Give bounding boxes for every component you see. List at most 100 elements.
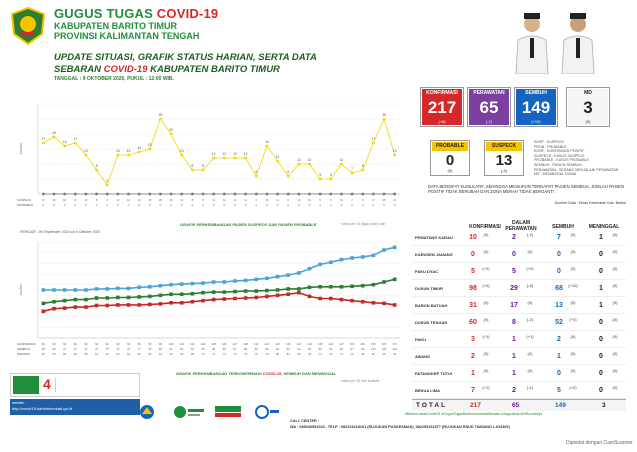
meninggal-value: 0 <box>599 370 603 377</box>
table-value: 0 <box>43 203 45 207</box>
table-value: 63 <box>148 352 152 356</box>
perawatan-change: (-6) <box>526 283 534 288</box>
data-point <box>265 192 269 196</box>
data-point <box>382 192 386 196</box>
data-point <box>297 162 301 166</box>
data-point <box>201 298 205 303</box>
data-source: Sumber Data : Dinas Kesehatan Kab. Barti… <box>554 201 626 205</box>
data-label: 12 <box>233 152 237 156</box>
data-point <box>169 292 173 297</box>
data-label: 12 <box>222 152 226 156</box>
table-value: 62 <box>116 352 120 356</box>
data-label: 12 <box>212 152 216 156</box>
website-link[interactable]: website : http://covid19.baritotimurkab.… <box>10 399 140 415</box>
official-photo-1 <box>515 13 549 74</box>
perawatan-change: (0) <box>527 351 533 356</box>
table-value: 10 <box>340 198 344 202</box>
table-value: 0 <box>53 203 55 207</box>
meninggal-value: 1 <box>599 302 603 309</box>
sembuh-value: 1 <box>557 353 561 360</box>
legend-probable: PROBABLE <box>17 203 33 207</box>
table-value: 93 <box>116 342 120 346</box>
table-value: 58 <box>84 352 88 356</box>
table-value: 25 <box>159 198 163 202</box>
table-value: 62 <box>127 352 131 356</box>
col-konfirmasi: KONFIRMASI <box>469 224 501 230</box>
table-value: 68 <box>361 352 365 356</box>
data-point <box>265 276 269 281</box>
data-point <box>52 135 56 139</box>
table-value: 0 <box>117 203 119 207</box>
bnpb-logo-icon <box>140 405 154 419</box>
chart2-caption: GRAFIK PERKEMBANGAN TERKONFIRMASI COVID-… <box>176 371 337 376</box>
meninggal-value: 1 <box>599 285 603 292</box>
table-value: 0 <box>330 203 332 207</box>
district-name: PAKU DYAC <box>415 269 439 274</box>
data-point <box>94 296 99 300</box>
meninggal-value: 1 <box>599 234 603 241</box>
data-point <box>340 162 343 166</box>
konfirmasi-change: (+2) <box>482 266 490 271</box>
sembuh-value: 0 <box>557 370 561 377</box>
table-value: 25 <box>382 198 386 202</box>
table-value: 73 <box>223 352 227 356</box>
table-value: 96 <box>319 347 323 351</box>
data-label: 10 <box>297 158 301 162</box>
table-value: 0 <box>383 203 385 207</box>
data-point <box>360 255 365 259</box>
data-point <box>159 117 162 121</box>
data-label: 10 <box>340 158 344 162</box>
meninggal-value: 0 <box>599 319 603 326</box>
data-point <box>180 192 184 196</box>
konfirmasi-change: (+1) <box>482 334 490 339</box>
table-value: 50 <box>42 352 46 356</box>
data-label: 3 <box>106 179 108 183</box>
table-value: 12 <box>233 198 237 202</box>
data-point <box>222 192 226 196</box>
district-name: PEMATANG KARAU <box>415 235 453 240</box>
table-value: 85 <box>201 347 205 351</box>
table-value: 64 <box>159 352 163 356</box>
meninggal-change: (0) <box>612 385 618 390</box>
table-value: 100 <box>169 342 174 346</box>
data-point <box>41 141 45 145</box>
table-value: 66 <box>170 352 174 356</box>
table-value: 61 <box>106 352 110 356</box>
meninggal-change: (0) <box>612 300 618 305</box>
table-value: 0 <box>160 203 162 207</box>
table-value: 6 <box>255 198 257 202</box>
data-point <box>147 302 152 307</box>
meninggal-change: (0) <box>612 351 618 356</box>
table-value: 110 <box>392 347 397 351</box>
sebaran-heading: SEBARAN COVID-19 KABUPATEN BARITO TIMUR <box>54 64 280 75</box>
data-point <box>350 192 354 196</box>
data-label: 10 <box>308 158 312 162</box>
table-value: 155 <box>371 342 376 346</box>
data-label: 6 <box>255 170 257 174</box>
table-value: 12 <box>223 198 227 202</box>
stat-perawatan: PERAWATAN 65 (-7) <box>467 87 511 127</box>
data-point <box>286 273 291 277</box>
table-value: 110 <box>254 342 259 346</box>
table-value: 16 <box>63 198 67 202</box>
table-value: 0 <box>277 203 279 207</box>
table-value: 82 <box>170 347 174 351</box>
y-axis-label: Jumlah <box>19 284 23 295</box>
perawatan-value: 2 <box>512 234 516 241</box>
table-value: 96 <box>340 347 344 351</box>
data-label: 7 <box>351 167 353 171</box>
data-point <box>73 192 77 196</box>
perawatan-change: (0) <box>527 300 533 305</box>
table-value: 58 <box>74 352 78 356</box>
konfirmasi-change: (0) <box>483 317 489 322</box>
data-point <box>190 291 195 296</box>
konfirmasi-value: 3 <box>471 336 475 343</box>
data-point <box>297 287 301 291</box>
data-point <box>382 117 386 121</box>
meninggal-value: 0 <box>599 251 603 258</box>
table-value: 102 <box>190 342 195 346</box>
table-value: 72 <box>74 347 78 351</box>
data-point <box>158 283 163 288</box>
data-point <box>73 141 77 145</box>
table-value: 17 <box>74 198 78 202</box>
